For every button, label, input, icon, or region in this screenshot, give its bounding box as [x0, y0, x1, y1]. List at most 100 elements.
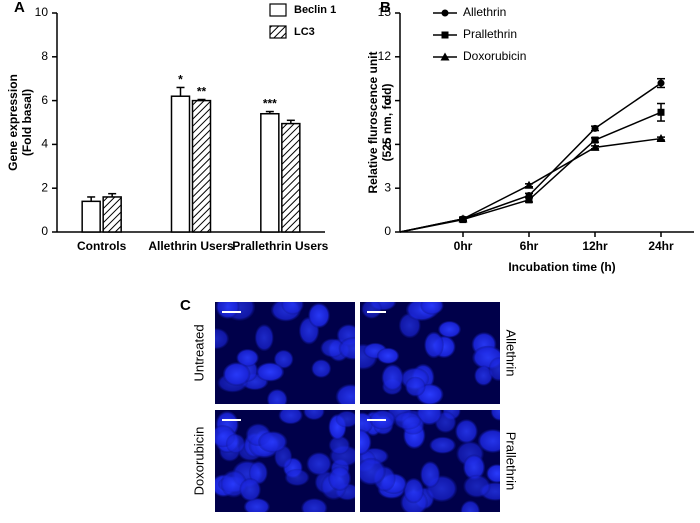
y-axis-label: (Fold basal) [20, 89, 34, 156]
micrograph [360, 302, 500, 404]
x-tick-label: Controls [77, 239, 127, 253]
y-tick-label: 10 [35, 5, 49, 19]
x-tick-label: 24hr [648, 239, 674, 253]
x-tick-label: 0hr [454, 239, 473, 253]
x-tick-label: Prallethrin Users [232, 239, 328, 253]
nucleus [488, 357, 500, 382]
nucleus [215, 302, 240, 319]
series-line [462, 82, 662, 220]
micrograph [215, 302, 355, 404]
nucleus [222, 362, 251, 387]
bar [260, 112, 280, 233]
x-tick-label: Allethrin Users [148, 239, 234, 253]
marker [591, 124, 599, 132]
legend-label: Beclin 1 [294, 4, 336, 16]
panel-letter: A [14, 0, 25, 16]
micrograph-label: Untreated [191, 324, 206, 381]
y-tick-label: 0 [384, 224, 391, 238]
nucleus [236, 348, 259, 367]
nucleus [215, 328, 230, 350]
nucleus [311, 359, 332, 378]
y-tick-label: 0 [41, 224, 48, 238]
nucleus [303, 410, 325, 421]
y-tick-label: 15 [378, 5, 392, 19]
marker [657, 79, 665, 87]
nucleus [463, 454, 486, 481]
series-line [462, 137, 662, 220]
x-axis-label: Incubation time (h) [508, 260, 615, 274]
marker [524, 180, 534, 189]
panel-letter: C [180, 297, 191, 314]
nucleus [243, 497, 270, 512]
legend-label: Allethrin [463, 5, 506, 19]
nucleus [300, 498, 328, 512]
marker [590, 142, 600, 151]
nucleus [328, 466, 352, 491]
nucleus [361, 302, 382, 319]
marker [657, 108, 665, 116]
y-tick-label: 4 [41, 137, 48, 151]
nucleus [273, 349, 294, 369]
nucleus [424, 331, 444, 359]
nucleus [284, 468, 310, 486]
y-tick-label: 12 [378, 49, 392, 63]
x-tick-label: 12hr [582, 239, 608, 253]
micrograph-label: Allethrin [504, 330, 519, 377]
y-tick-label: 6 [41, 93, 48, 107]
bar [191, 99, 212, 233]
nucleus [335, 384, 355, 404]
cells [360, 302, 500, 404]
y-axis-label: (525 nm, fold) [380, 83, 394, 161]
marker [440, 52, 450, 61]
nucleus [381, 364, 404, 391]
significance: *** [263, 97, 277, 111]
nucleus [266, 388, 288, 404]
y-axis-label: Gene expression [6, 74, 20, 171]
nucleus [254, 324, 274, 352]
micrograph [215, 410, 355, 512]
nucleus [255, 362, 285, 382]
nucleus [239, 478, 261, 502]
nucleus [258, 431, 288, 453]
y-tick-label: 2 [41, 180, 48, 194]
micrograph-label: Doxorubicin [191, 427, 206, 496]
cells [215, 410, 355, 512]
nucleus [306, 452, 332, 476]
nucleus [420, 302, 444, 315]
micrograph [360, 410, 500, 512]
legend-swatch [269, 25, 287, 39]
significance: ** [197, 85, 207, 99]
bar [281, 122, 301, 233]
y-axis-label: Relative fluroscence unit [366, 51, 380, 193]
cells [215, 302, 355, 404]
nucleus [335, 410, 355, 428]
nucleus [429, 436, 457, 454]
nucleus [278, 410, 303, 425]
marker [591, 136, 599, 144]
panel-letter: B [380, 0, 391, 16]
nucleus [320, 338, 345, 358]
nucleus [225, 433, 246, 454]
nucleus [360, 429, 372, 456]
y-tick-label: 9 [384, 93, 391, 107]
series-line [462, 111, 662, 221]
bar [170, 95, 191, 233]
nucleus [405, 376, 426, 397]
nucleus [281, 302, 304, 315]
nucleus [393, 411, 422, 430]
nucleus [376, 347, 400, 364]
nucleus [338, 337, 355, 361]
marker [441, 31, 449, 39]
marker [525, 196, 533, 204]
nucleus [437, 320, 462, 338]
nucleus [455, 419, 478, 444]
x-tick-label: 6hr [520, 239, 539, 253]
nucleus [308, 302, 330, 329]
nucleus [477, 428, 500, 453]
nucleus [420, 461, 441, 488]
nucleus [486, 464, 500, 483]
nucleus [490, 410, 500, 421]
nucleus [328, 435, 351, 455]
y-tick-label: 6 [384, 137, 391, 151]
